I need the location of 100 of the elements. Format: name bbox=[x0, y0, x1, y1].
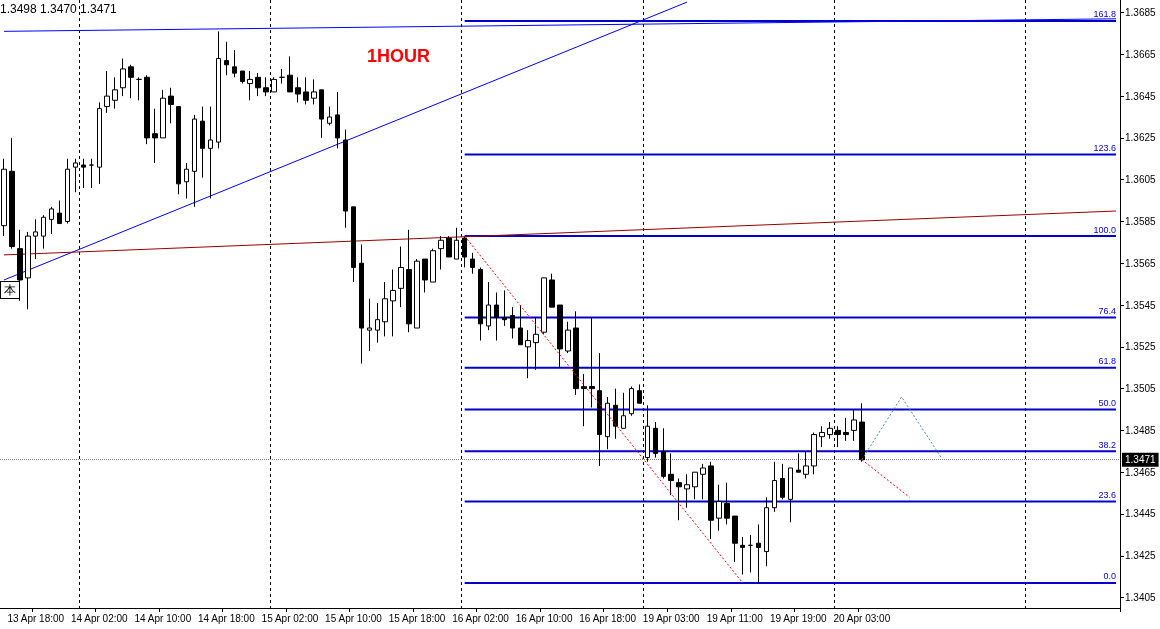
candlestick bbox=[406, 229, 412, 333]
candlestick bbox=[327, 106, 332, 126]
candlestick bbox=[97, 101, 102, 185]
series-label: 100.0 bbox=[1093, 224, 1117, 235]
candlestick bbox=[224, 41, 229, 76]
candlestick bbox=[788, 467, 793, 523]
candlestick bbox=[629, 386, 634, 417]
candlestick bbox=[541, 277, 547, 335]
candlestick bbox=[1, 158, 7, 237]
candlestick bbox=[25, 231, 31, 310]
y-tick-label: 1.3645 bbox=[1125, 90, 1157, 102]
candlestick bbox=[343, 129, 348, 229]
candlestick bbox=[422, 258, 428, 294]
candlestick bbox=[668, 452, 674, 496]
candlestick bbox=[414, 258, 420, 329]
candlestick bbox=[502, 289, 507, 327]
candlestick bbox=[803, 450, 809, 479]
y-tick-label: 1.3565 bbox=[1125, 257, 1157, 269]
candlestick bbox=[390, 269, 396, 337]
series-label: 61.8 bbox=[1098, 356, 1117, 367]
series-label: 0.0 bbox=[1103, 571, 1117, 582]
candlestick bbox=[581, 373, 587, 427]
y-tick-label: 1.3605 bbox=[1125, 174, 1157, 186]
x-tick-label: 19 Apr 03:00 bbox=[642, 612, 700, 624]
candlestick bbox=[49, 206, 54, 235]
candlestick bbox=[708, 461, 714, 540]
candlestick bbox=[247, 70, 253, 101]
candlestick bbox=[494, 292, 499, 342]
y-tick-label: 1.3665 bbox=[1125, 48, 1157, 60]
candlestick bbox=[168, 87, 174, 124]
candlestick bbox=[41, 214, 46, 250]
y-tick-label: 1.3525 bbox=[1125, 341, 1157, 353]
candlestick bbox=[232, 49, 237, 78]
y-tick-label: 1.3405 bbox=[1125, 592, 1157, 604]
x-tick-label: 13 Apr 18:00 bbox=[7, 612, 65, 624]
candlestick bbox=[255, 72, 261, 97]
candlestick bbox=[732, 515, 738, 563]
y-tick-label: 1.3425 bbox=[1125, 550, 1157, 562]
x-tick-label: 19 Apr 11:00 bbox=[706, 612, 764, 624]
y-tick-label: 1.3445 bbox=[1125, 508, 1157, 520]
candlestick bbox=[851, 409, 857, 442]
candlestick bbox=[33, 218, 38, 260]
candlestick bbox=[287, 55, 293, 93]
candlestick bbox=[375, 302, 380, 344]
candlestick bbox=[478, 266, 483, 342]
x-tick-label: 16 Apr 02:00 bbox=[452, 612, 510, 624]
candlestick bbox=[716, 484, 722, 532]
candlestick bbox=[525, 329, 531, 379]
x-tick-label: 15 Apr 10:00 bbox=[325, 612, 383, 624]
y-tick-label: 1.3545 bbox=[1125, 299, 1157, 311]
candlestick bbox=[89, 158, 94, 189]
series-label: 50.0 bbox=[1098, 398, 1117, 409]
annotation: 本 bbox=[4, 283, 16, 297]
candlestick bbox=[359, 243, 364, 365]
candlestick bbox=[120, 58, 126, 97]
candlestick bbox=[279, 68, 285, 85]
candlestick bbox=[518, 304, 523, 346]
candlestick bbox=[57, 200, 62, 225]
candlestick bbox=[748, 534, 753, 573]
candlestick bbox=[510, 306, 515, 339]
x-tick-label: 16 Apr 18:00 bbox=[579, 612, 637, 624]
candlestick bbox=[430, 248, 436, 283]
candlestick bbox=[843, 417, 849, 442]
candlestick bbox=[192, 114, 197, 208]
x-tick-label: 16 Apr 10:00 bbox=[515, 612, 573, 624]
x-tick-label: 20 Apr 03:00 bbox=[833, 612, 891, 624]
candlestick bbox=[661, 427, 666, 479]
candlestick bbox=[335, 91, 340, 149]
candlestick bbox=[351, 206, 356, 283]
x-tick-label: 14 Apr 10:00 bbox=[134, 612, 192, 624]
candlestick bbox=[319, 89, 324, 139]
series-label: 76.4 bbox=[1098, 306, 1117, 317]
candlestick bbox=[303, 76, 309, 105]
candlestick bbox=[796, 452, 801, 473]
annotation: 1.3498 1.3470 1.3471 bbox=[0, 2, 118, 16]
x-tick-label: 14 Apr 02:00 bbox=[70, 612, 129, 624]
candlestick bbox=[692, 471, 698, 500]
candlestick bbox=[772, 461, 777, 513]
y-tick-label: 1.3485 bbox=[1125, 424, 1157, 436]
candlestick bbox=[684, 473, 690, 509]
candlestick bbox=[549, 273, 555, 308]
candlestick bbox=[621, 392, 626, 429]
series-label: 23.6 bbox=[1098, 489, 1117, 500]
candlestick bbox=[240, 70, 245, 85]
candlestick bbox=[605, 396, 610, 450]
candlestick bbox=[740, 536, 745, 576]
candlestick bbox=[208, 106, 213, 199]
candlestick bbox=[382, 281, 388, 337]
candlestick bbox=[184, 162, 189, 199]
series-label: 38.2 bbox=[1098, 439, 1117, 450]
candlestick bbox=[160, 89, 166, 139]
candlestick bbox=[367, 298, 372, 352]
candlestick bbox=[597, 352, 602, 467]
candlestick bbox=[446, 235, 452, 258]
candlestick bbox=[676, 477, 682, 521]
candlestick bbox=[533, 317, 539, 371]
candlestick bbox=[9, 137, 15, 250]
candlestick bbox=[557, 304, 563, 369]
candlestick bbox=[454, 227, 459, 260]
x-tick-label: 15 Apr 02:00 bbox=[261, 612, 319, 624]
